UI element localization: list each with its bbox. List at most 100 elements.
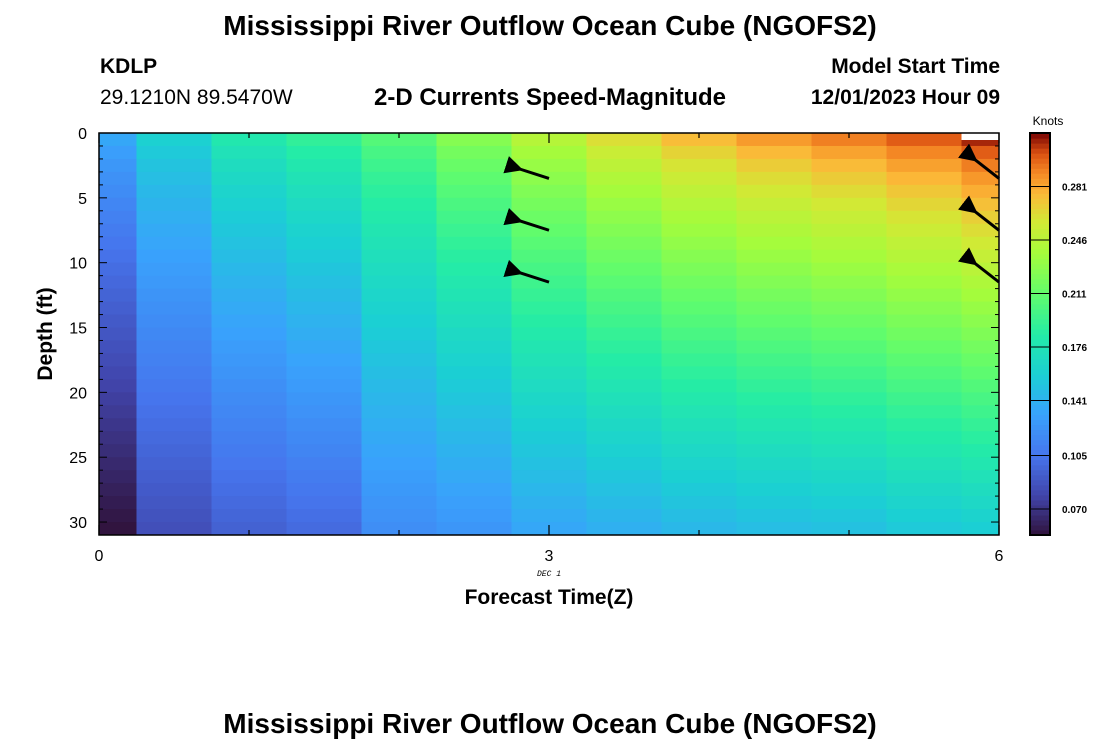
heatmap-cell — [736, 133, 813, 147]
heatmap-cell — [961, 457, 999, 471]
station-coordinates: 29.1210N 89.5470W — [100, 86, 293, 109]
colorbar-swatch — [1030, 158, 1050, 164]
heatmap-cell — [136, 366, 213, 380]
y-tick-label: 20 — [69, 385, 87, 402]
heatmap-cell — [99, 431, 138, 445]
heatmap-cell — [886, 522, 963, 535]
heatmap-cell — [961, 483, 999, 497]
heatmap-cell — [286, 431, 363, 445]
heatmap-cell — [811, 184, 888, 199]
colorbar-swatch — [1030, 504, 1050, 511]
heatmap-cell — [99, 522, 138, 535]
heatmap-cell — [211, 249, 288, 264]
heatmap-cell — [586, 133, 663, 147]
heatmap-cell — [511, 223, 588, 238]
heatmap-cell — [586, 197, 663, 212]
colorbar-swatch — [1030, 514, 1050, 521]
heatmap-cell — [886, 133, 963, 147]
colorbar-swatch — [1030, 173, 1050, 179]
heatmap-cell — [586, 301, 663, 316]
heatmap-cell — [136, 133, 213, 147]
colorbar-tick-label: 0.105 — [1062, 452, 1087, 463]
colorbar-swatch — [1030, 484, 1050, 491]
colorbar-swatch — [1030, 203, 1050, 209]
heatmap-cell — [99, 327, 138, 342]
heatmap-cell — [736, 405, 813, 419]
heatmap-cell — [99, 133, 138, 147]
colorbar-swatch — [1030, 389, 1050, 395]
colorbar-swatch — [1030, 193, 1050, 199]
colorbar-swatch — [1030, 198, 1050, 204]
heatmap-cell — [586, 145, 663, 160]
heatmap-cell — [136, 314, 213, 329]
heatmap-cell — [886, 483, 963, 497]
heatmap-cell — [586, 210, 663, 225]
heatmap-cell — [99, 509, 138, 523]
heatmap-cell — [811, 431, 888, 445]
heatmap-cell — [736, 418, 813, 432]
heatmap-cell — [961, 145, 999, 160]
colorbar-swatch — [1030, 444, 1050, 451]
heatmap-cell — [661, 145, 738, 160]
heatmap-cell — [886, 275, 963, 290]
heatmap-cell — [286, 418, 363, 432]
heatmap-cell — [99, 379, 138, 393]
heatmap-cell — [586, 522, 663, 535]
heatmap-cell — [961, 275, 999, 290]
colorbar-swatch — [1030, 313, 1050, 320]
x-tick-label: 6 — [995, 548, 1004, 565]
heatmap-cell — [436, 171, 513, 186]
heatmap-cell — [511, 366, 588, 380]
heatmap-cell — [811, 340, 888, 355]
heatmap-cell — [811, 314, 888, 329]
colorbar-swatch — [1030, 489, 1050, 496]
date-label: DEC 1 — [537, 570, 561, 579]
heatmap-cell — [736, 249, 813, 264]
heatmap-cell — [136, 210, 213, 225]
heatmap-cell — [361, 210, 438, 225]
heatmap-cell — [211, 353, 288, 368]
colorbar-swatch — [1030, 153, 1050, 159]
heatmap-cell — [586, 353, 663, 368]
heatmap-cell — [211, 210, 288, 225]
heatmap-cell — [661, 444, 738, 458]
colorbar-swatch — [1030, 288, 1050, 295]
heatmap-cell — [886, 197, 963, 212]
colorbar-swatch — [1030, 459, 1050, 466]
heatmap-cell — [211, 379, 288, 393]
colorbar-swatch — [1030, 454, 1050, 461]
current-vectors — [503, 143, 1000, 284]
colorbar-swatch — [1030, 439, 1050, 446]
heatmap-cell — [886, 327, 963, 342]
heatmap-cell — [286, 171, 363, 186]
heatmap-cell — [361, 197, 438, 212]
heatmap-cell — [361, 392, 438, 406]
colorbar-swatch — [1030, 133, 1050, 139]
colorbar-swatch — [1030, 479, 1050, 486]
colorbar-swatch — [1030, 349, 1050, 355]
colorbar-swatch — [1030, 359, 1050, 365]
heatmap-cell — [361, 288, 438, 303]
heatmap-cell — [436, 184, 513, 199]
heatmap-cell — [136, 288, 213, 303]
heatmap-cell — [811, 262, 888, 277]
heatmap-cell — [436, 353, 513, 368]
colorbar-tick-label: 0.246 — [1062, 236, 1087, 247]
heatmap-cell — [511, 470, 588, 484]
heatmap-cell — [286, 392, 363, 406]
heatmap-cell — [436, 158, 513, 173]
heatmap-cell — [436, 379, 513, 393]
heatmap-cell — [886, 171, 963, 186]
heatmap-cell — [99, 392, 138, 406]
heatmap-cell — [361, 314, 438, 329]
heatmap-cell — [586, 327, 663, 342]
heatmap-cell — [211, 405, 288, 419]
heatmap-cell — [511, 496, 588, 510]
heatmap-cell — [511, 314, 588, 329]
heatmap-cell — [211, 197, 288, 212]
heatmap-cell — [736, 431, 813, 445]
heatmap-cell — [661, 210, 738, 225]
heatmap-cell — [361, 483, 438, 497]
heatmap-cell — [211, 522, 288, 535]
